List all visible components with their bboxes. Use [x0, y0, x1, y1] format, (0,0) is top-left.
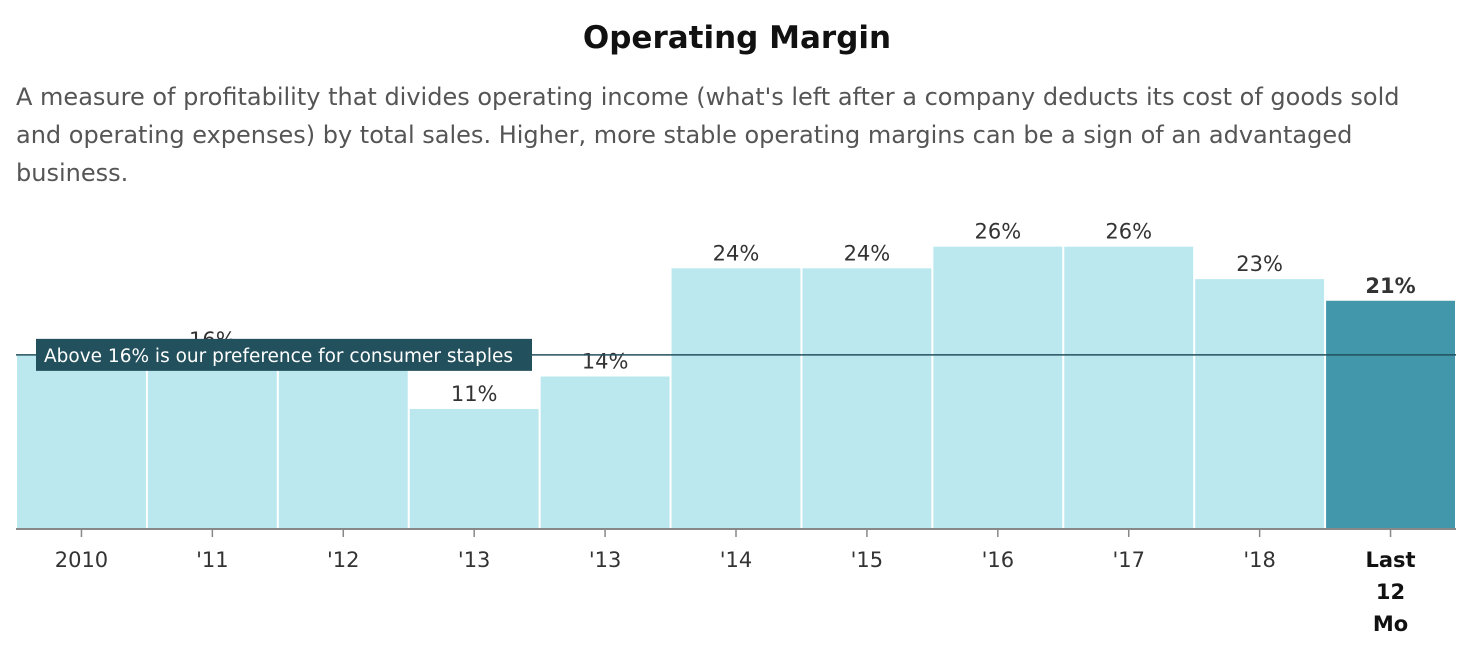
reference-label-text: Above 16% is our preference for consumer… — [44, 346, 513, 367]
bar-8[interactable] — [1064, 246, 1194, 528]
bar-10[interactable] — [1326, 300, 1455, 528]
bar-9[interactable] — [1195, 279, 1325, 528]
x-axis-ticks: 2010 '11 '12 '13 '13 '14 '15 '16 '17 '18 Last 12 Mo — [55, 529, 1416, 636]
x-tick-label-7: '16 — [982, 548, 1015, 572]
x-tick-label-6: '15 — [851, 548, 884, 572]
bar-3[interactable] — [409, 408, 539, 528]
data-label-8: 26% — [1105, 220, 1152, 244]
chart-title: Operating Margin — [582, 20, 892, 56]
bar-5[interactable] — [671, 268, 801, 528]
data-label-6: 24% — [844, 241, 891, 265]
bar-4[interactable] — [540, 376, 670, 528]
data-label-10: 21% — [1365, 274, 1415, 298]
data-label-9: 23% — [1236, 252, 1283, 276]
data-label-3: 11% — [451, 382, 498, 406]
x-tick-label-2: '12 — [327, 548, 360, 572]
bars-group — [17, 246, 1455, 528]
data-label-4: 14% — [582, 350, 629, 374]
x-tick-label-10: Last 12 Mo — [1365, 548, 1415, 636]
bar-0[interactable] — [17, 354, 146, 528]
bar-6[interactable] — [802, 268, 932, 528]
x-tick-label-8: '17 — [1112, 548, 1145, 572]
reference-label-background — [36, 338, 532, 371]
bar-7[interactable] — [933, 246, 1063, 528]
x-tick-label-5: '14 — [720, 548, 753, 572]
chart-subtitle: A measure of profitability that divides … — [16, 83, 1400, 187]
bar-2[interactable] — [278, 354, 408, 528]
reference-label: Above 16% is our preference for consumer… — [36, 338, 532, 371]
data-label-5: 24% — [713, 241, 760, 265]
bar-1[interactable] — [147, 354, 277, 528]
x-tick-label-9: '18 — [1243, 548, 1276, 572]
x-tick-label-0: 2010 — [55, 548, 108, 572]
data-label-7: 26% — [974, 220, 1021, 244]
x-tick-label-4: '13 — [589, 548, 622, 572]
x-tick-label-1: '11 — [196, 548, 229, 572]
x-tick-label-3: '13 — [458, 548, 491, 572]
